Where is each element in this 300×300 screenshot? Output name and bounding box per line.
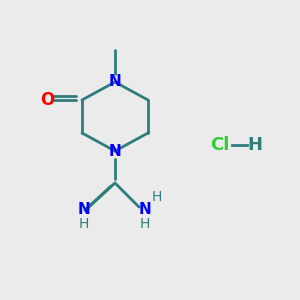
- Text: N: N: [139, 202, 152, 217]
- Text: O: O: [40, 91, 54, 109]
- Text: H: H: [140, 217, 150, 231]
- Text: H: H: [248, 136, 262, 154]
- Text: H: H: [152, 190, 162, 204]
- Text: N: N: [109, 143, 122, 158]
- Text: N: N: [109, 74, 122, 89]
- Text: H: H: [79, 217, 89, 231]
- Text: N: N: [78, 202, 90, 217]
- Text: Cl: Cl: [210, 136, 230, 154]
